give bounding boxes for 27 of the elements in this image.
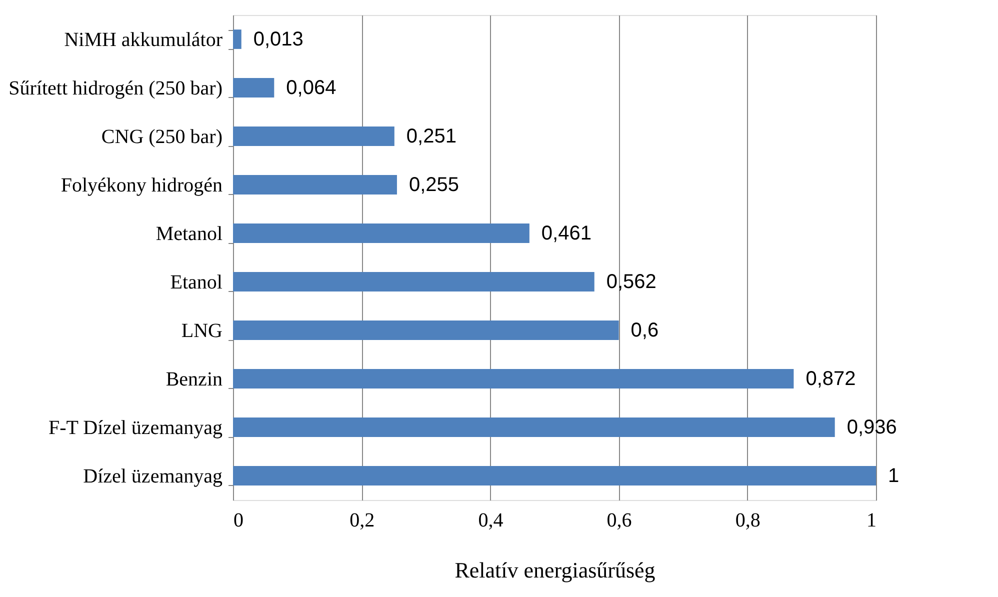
y-tick-label: Dízel üzemanyag	[83, 465, 222, 488]
data-label: 0,013	[253, 28, 304, 50]
data-label: 0,562	[606, 270, 656, 293]
y-tick-label: LNG	[181, 320, 222, 342]
x-tick-label: 0,8	[735, 510, 760, 532]
y-tick-label: Folyékony hidrogén	[60, 174, 222, 196]
data-label: 0,461	[541, 222, 592, 244]
data-label: 0,251	[406, 125, 456, 148]
data-label: 0,064	[286, 76, 336, 99]
x-tick-label: 0,4	[478, 510, 504, 532]
data-label: 0,872	[806, 368, 856, 390]
x-tick-label: 0	[234, 510, 244, 532]
y-tick-label: Etanol	[170, 271, 223, 294]
x-tick-label: 1	[866, 510, 876, 532]
data-label: 0,255	[408, 174, 460, 196]
x-tick-label: 0,6	[606, 510, 632, 532]
data-label: 1	[888, 464, 900, 487]
x-tick-label: 0,2	[350, 510, 375, 532]
y-tick-label: Sűrített hidrogén (250 bar)	[8, 77, 222, 100]
y-tick-label: Metanol	[156, 222, 223, 245]
x-axis-title: Relatív energiasűrűség	[454, 558, 656, 582]
y-tick-label: F-T Dízel üzemanyag	[48, 416, 222, 439]
data-label: 0,936	[846, 416, 897, 438]
y-tick-label: CNG (250 bar)	[101, 126, 222, 148]
y-tick-label: Benzin	[166, 368, 222, 390]
data-label: 0,6	[630, 319, 659, 342]
y-tick-label: NiMH akkumulátor	[64, 28, 223, 51]
